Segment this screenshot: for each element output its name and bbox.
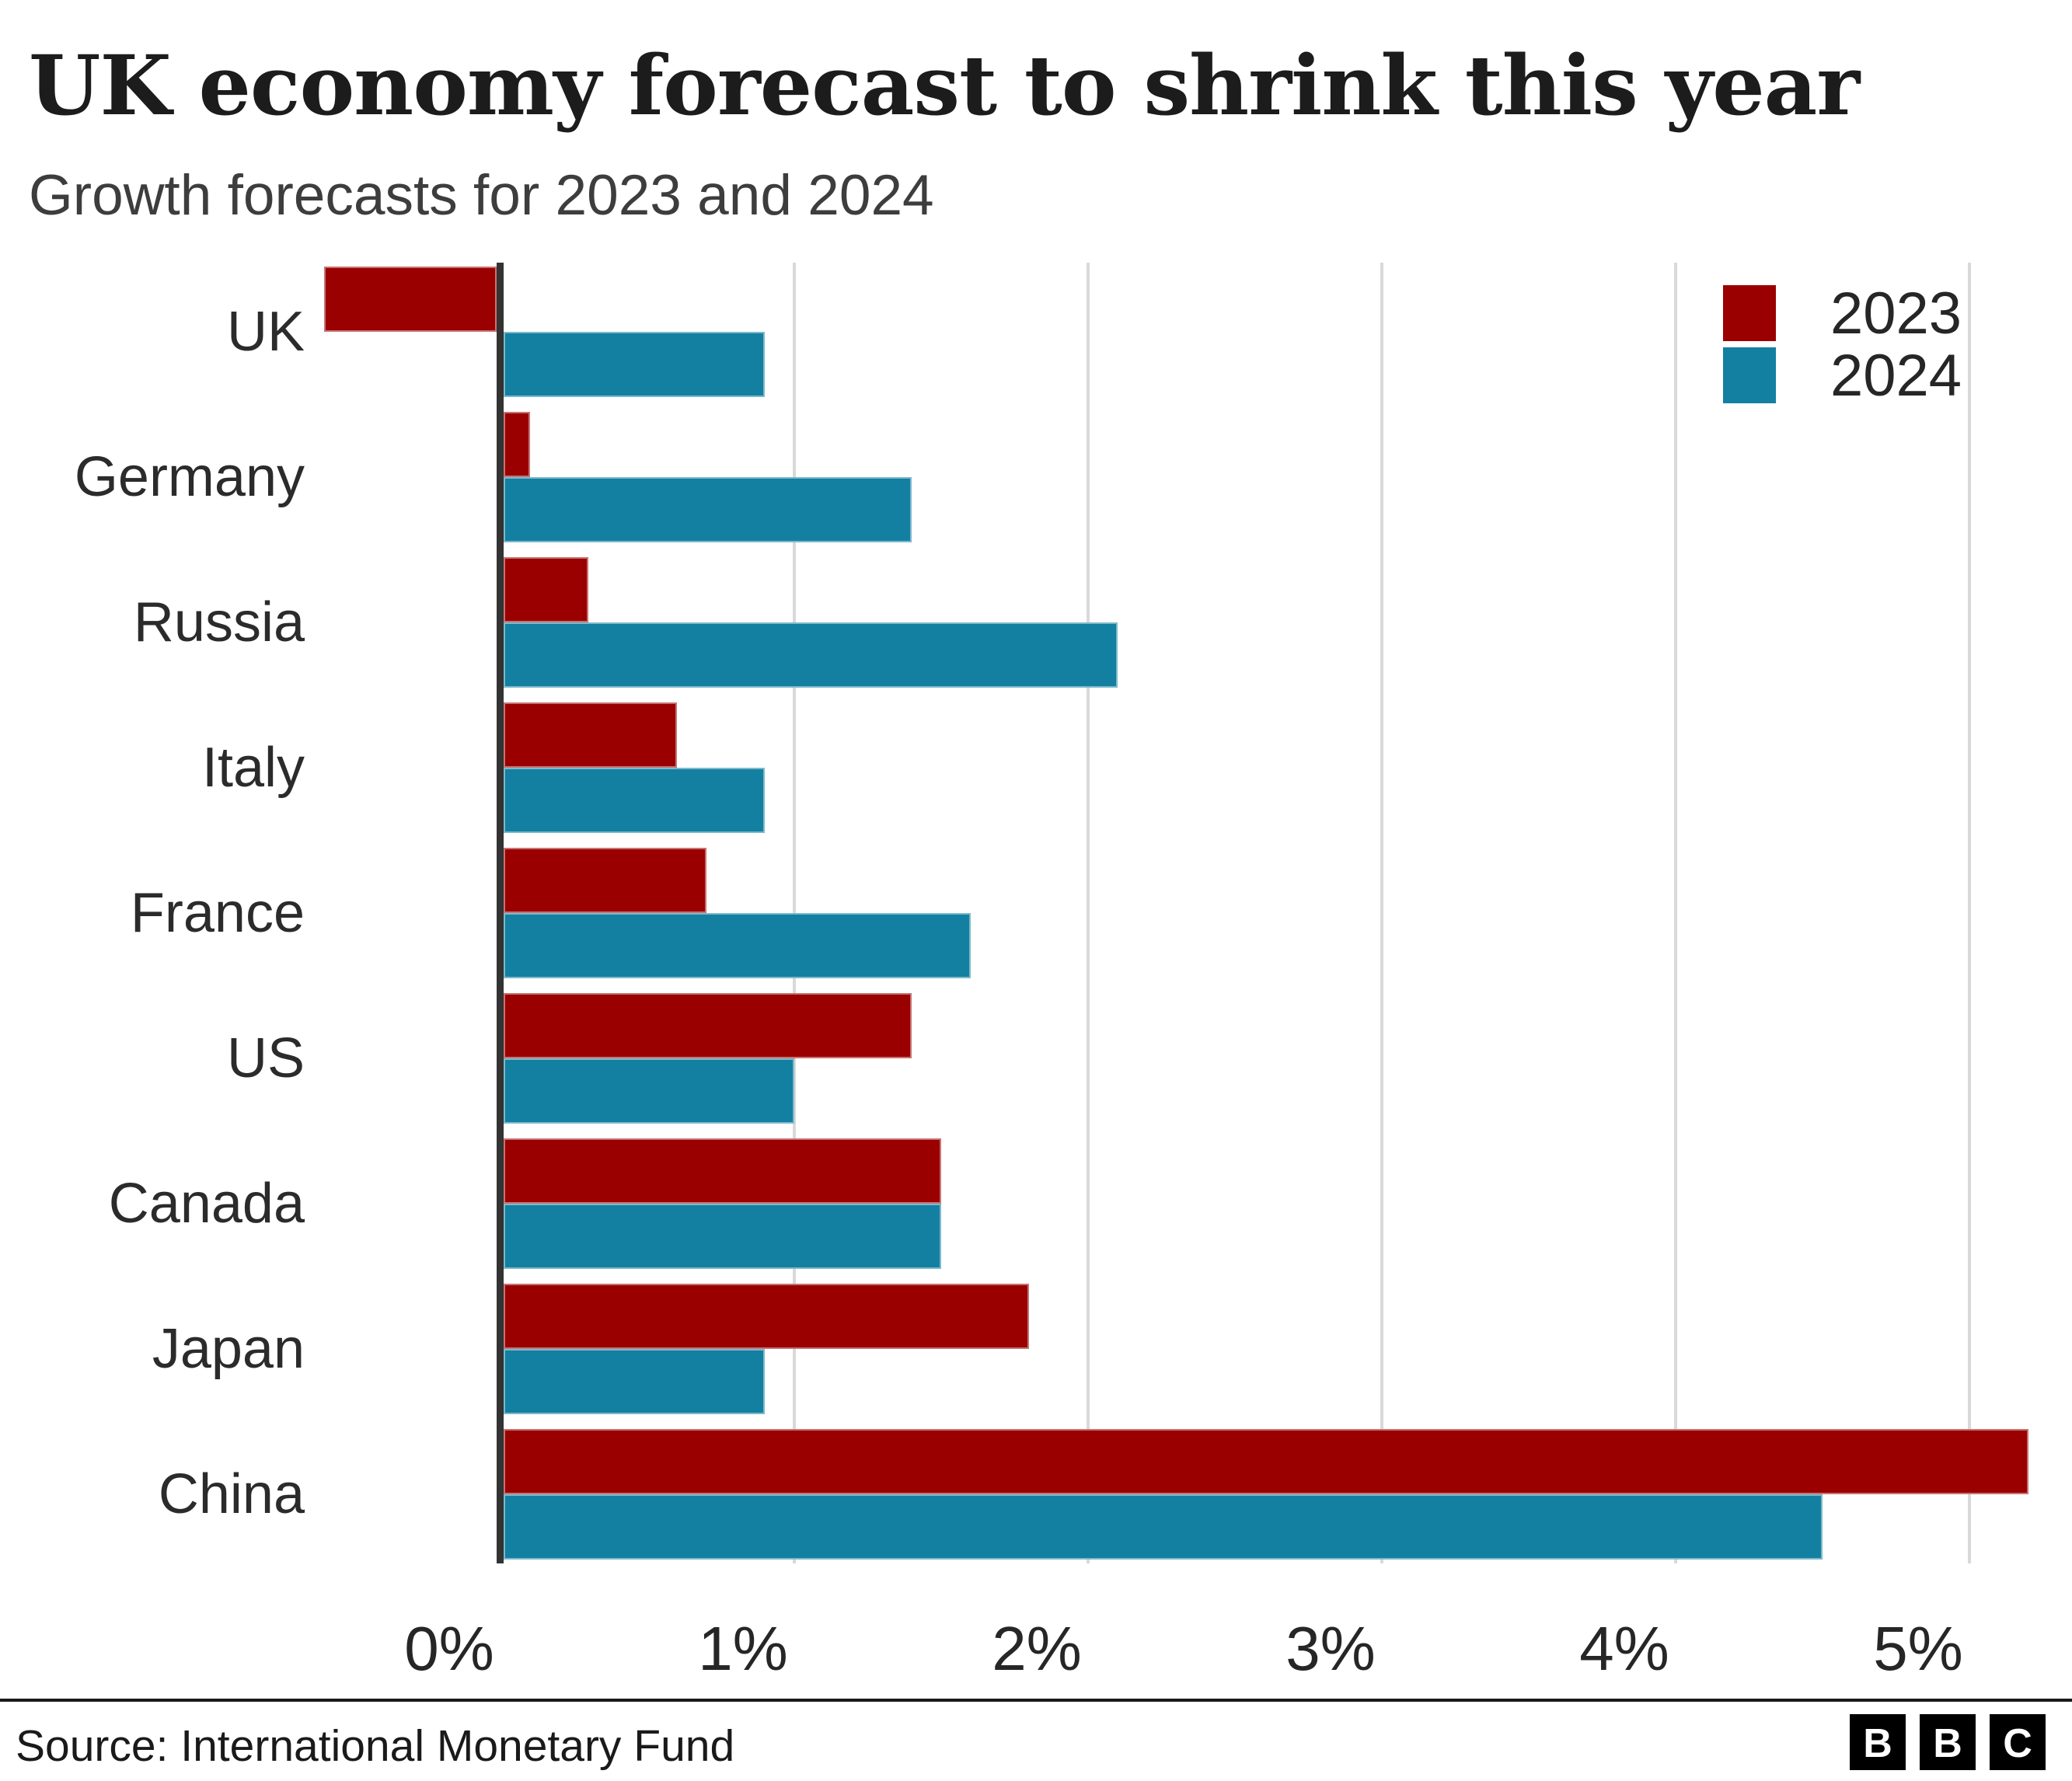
bbc-logo-block-1: B xyxy=(1850,1714,1906,1770)
chart-subtitle: Growth forecasts for 2023 and 2024 xyxy=(29,164,934,227)
x-tick-label-3pct: 3% xyxy=(1285,1614,1376,1683)
bar-canada-2023 xyxy=(504,1138,941,1204)
bar-uk-2024 xyxy=(504,332,766,397)
bar-germany-2023 xyxy=(504,412,530,477)
bar-germany-2024 xyxy=(504,477,912,542)
category-label-uk: UK xyxy=(226,301,305,363)
bar-italy-2023 xyxy=(504,702,677,768)
x-tick-label-1pct: 1% xyxy=(698,1614,788,1683)
bar-canada-2024 xyxy=(504,1204,941,1269)
legend-label-2024: 2024 xyxy=(1830,343,1962,409)
category-label-china: China xyxy=(158,1463,305,1525)
bar-us-2023 xyxy=(504,993,912,1058)
bar-russia-2024 xyxy=(504,622,1118,688)
bar-japan-2024 xyxy=(504,1349,766,1414)
bar-france-2024 xyxy=(504,913,971,978)
source-text: Source: International Monetary Fund xyxy=(16,1721,735,1771)
bar-italy-2024 xyxy=(504,768,766,833)
category-label-us: US xyxy=(226,1027,305,1089)
x-tick-label-0pct: 0% xyxy=(404,1614,494,1683)
bar-japan-2023 xyxy=(504,1284,1030,1349)
gridline-3pct xyxy=(1380,263,1383,1563)
bar-france-2023 xyxy=(504,848,706,913)
bar-us-2024 xyxy=(504,1058,794,1124)
category-label-canada: Canada xyxy=(108,1173,305,1235)
bar-china-2024 xyxy=(504,1494,1823,1560)
bar-uk-2023 xyxy=(324,267,497,332)
category-label-russia: Russia xyxy=(133,591,305,653)
bar-china-2023 xyxy=(504,1429,2028,1494)
bbc-logo-block-2: B xyxy=(1920,1714,1976,1770)
x-tick-label-2pct: 2% xyxy=(992,1614,1082,1683)
gridline-5pct xyxy=(1968,263,1971,1563)
chart-title: UK economy forecast to shrink this year xyxy=(29,37,1860,134)
category-label-germany: Germany xyxy=(74,446,305,508)
footer-divider xyxy=(0,1699,2072,1702)
legend-label-2023: 2023 xyxy=(1830,281,1962,347)
category-label-japan: Japan xyxy=(152,1318,305,1380)
legend-swatch-2024 xyxy=(1723,347,1776,403)
gridline-2pct xyxy=(1087,263,1090,1563)
y-axis-zero-line xyxy=(497,263,504,1563)
bar-russia-2023 xyxy=(504,557,589,622)
legend-swatch-2023 xyxy=(1723,285,1776,341)
category-label-italy: Italy xyxy=(201,737,305,799)
category-label-france: France xyxy=(130,882,305,944)
x-tick-label-4pct: 4% xyxy=(1579,1614,1669,1683)
x-tick-label-5pct: 5% xyxy=(1873,1614,1963,1683)
gridline-4pct xyxy=(1674,263,1677,1563)
bbc-logo-block-3: C xyxy=(1990,1714,2046,1770)
